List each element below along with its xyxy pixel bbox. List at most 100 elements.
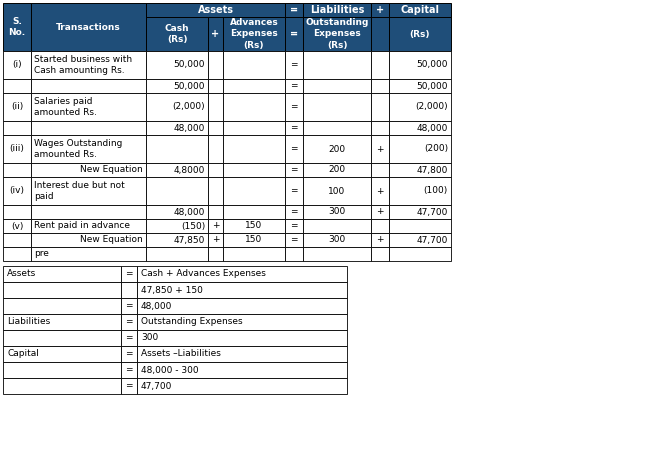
Text: +: + <box>211 29 220 39</box>
Text: Transactions: Transactions <box>56 23 121 31</box>
Text: New Equation: New Equation <box>80 236 143 245</box>
Text: +: + <box>376 187 384 196</box>
Bar <box>223 219 285 233</box>
Text: 200: 200 <box>329 144 345 153</box>
Text: =: = <box>125 270 133 278</box>
Bar <box>208 79 223 93</box>
Text: (100): (100) <box>424 187 448 196</box>
Bar <box>223 205 285 219</box>
Bar <box>223 93 285 121</box>
Bar <box>121 298 137 314</box>
Bar <box>137 362 347 378</box>
Bar <box>146 121 208 135</box>
Text: (2,000): (2,000) <box>172 103 205 112</box>
Text: +: + <box>376 207 384 217</box>
Text: =: = <box>290 103 297 112</box>
Bar <box>3 233 31 247</box>
Bar <box>3 330 121 346</box>
Bar <box>208 17 223 51</box>
Text: pre: pre <box>34 250 49 258</box>
Text: (iv): (iv) <box>10 187 25 196</box>
Bar <box>389 219 451 233</box>
Text: =: = <box>290 123 297 133</box>
Text: (v): (v) <box>11 222 23 231</box>
Text: =: = <box>290 82 297 90</box>
Text: 4,8000: 4,8000 <box>174 166 205 174</box>
Text: =: = <box>290 60 297 69</box>
Bar <box>303 163 371 177</box>
Text: =: = <box>125 381 133 390</box>
Text: =: = <box>290 222 297 231</box>
Text: 47,800: 47,800 <box>417 166 448 174</box>
Text: Assets –Liabilities: Assets –Liabilities <box>141 350 221 359</box>
Bar <box>303 135 371 163</box>
Text: 50,000: 50,000 <box>417 82 448 90</box>
Bar <box>303 51 371 79</box>
Bar <box>389 93 451 121</box>
Bar <box>31 205 146 219</box>
Text: 48,000: 48,000 <box>174 123 205 133</box>
Bar <box>3 247 31 261</box>
Bar <box>223 233 285 247</box>
Text: (2,000): (2,000) <box>415 103 448 112</box>
Bar <box>31 121 146 135</box>
Bar <box>146 51 208 79</box>
Text: Outstanding
Expenses
(Rs): Outstanding Expenses (Rs) <box>305 19 369 49</box>
Bar <box>31 93 146 121</box>
Bar <box>223 163 285 177</box>
Text: Cash
(Rs): Cash (Rs) <box>165 24 189 44</box>
Bar <box>389 205 451 219</box>
Bar <box>285 51 303 79</box>
Bar <box>389 3 451 17</box>
Bar <box>3 205 31 219</box>
Bar <box>285 247 303 261</box>
Bar <box>3 362 121 378</box>
Bar <box>208 233 223 247</box>
Bar <box>389 79 451 93</box>
Bar <box>137 346 347 362</box>
Bar <box>146 163 208 177</box>
Bar <box>31 163 146 177</box>
Bar <box>371 205 389 219</box>
Bar <box>121 378 137 394</box>
Bar <box>121 282 137 298</box>
Text: (ii): (ii) <box>11 103 23 112</box>
Text: 300: 300 <box>329 236 345 245</box>
Bar <box>285 177 303 205</box>
Text: 150: 150 <box>246 222 262 231</box>
Bar <box>121 314 137 330</box>
Bar <box>3 378 121 394</box>
Bar <box>303 93 371 121</box>
Bar <box>31 51 146 79</box>
Bar <box>389 51 451 79</box>
Text: +: + <box>376 144 384 153</box>
Bar <box>303 219 371 233</box>
Bar <box>146 205 208 219</box>
Bar <box>223 17 285 51</box>
Bar <box>303 177 371 205</box>
Text: +: + <box>212 222 219 231</box>
Text: Interest due but not
paid: Interest due but not paid <box>34 181 125 201</box>
Bar <box>208 135 223 163</box>
Bar <box>303 79 371 93</box>
Bar <box>285 79 303 93</box>
Bar <box>31 3 146 51</box>
Bar <box>303 247 371 261</box>
Text: 47,850 + 150: 47,850 + 150 <box>141 286 203 295</box>
Bar <box>3 51 31 79</box>
Text: S.
No.: S. No. <box>8 17 25 37</box>
Bar <box>121 266 137 282</box>
Bar <box>146 93 208 121</box>
Text: 100: 100 <box>329 187 345 196</box>
Text: 47,700: 47,700 <box>417 207 448 217</box>
Bar <box>285 205 303 219</box>
Bar <box>3 135 31 163</box>
Bar <box>3 298 121 314</box>
Text: Salaries paid
amounted Rs.: Salaries paid amounted Rs. <box>34 97 97 117</box>
Bar <box>3 266 121 282</box>
Text: Cash + Advances Expenses: Cash + Advances Expenses <box>141 270 266 278</box>
Bar <box>303 205 371 219</box>
Text: Advances
Expenses
(Rs): Advances Expenses (Rs) <box>229 19 279 49</box>
Bar <box>371 247 389 261</box>
Text: =: = <box>290 5 298 15</box>
